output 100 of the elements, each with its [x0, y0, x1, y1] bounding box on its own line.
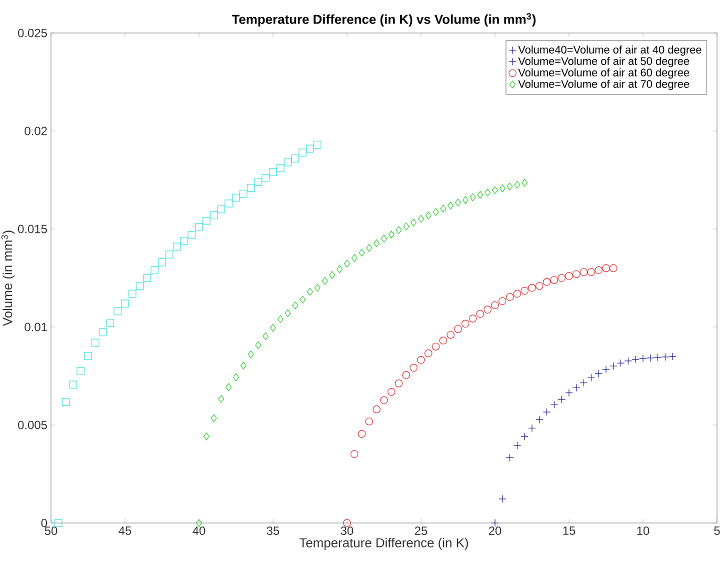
x-tick-label: 15	[563, 526, 576, 535]
point	[602, 365, 610, 374]
point	[381, 234, 387, 242]
point	[432, 208, 439, 216]
point	[166, 250, 174, 258]
point	[610, 362, 618, 370]
point	[520, 286, 528, 295]
legend-label: Volume40=Volume of air at 40 degree	[518, 46, 702, 56]
point	[654, 354, 662, 362]
point	[195, 223, 203, 231]
legend-label: Volume=Volume of air at 60 degree	[518, 68, 690, 79]
point	[506, 454, 514, 462]
point	[602, 264, 610, 272]
point	[587, 268, 596, 276]
legend-label: Volume=Volume of air at 50 degree	[518, 56, 690, 68]
point	[121, 300, 129, 308]
point	[462, 320, 470, 328]
point	[520, 432, 528, 440]
point	[558, 396, 566, 404]
point	[158, 258, 166, 266]
point	[455, 198, 461, 206]
point	[402, 371, 410, 379]
point	[610, 264, 618, 272]
point	[484, 306, 492, 314]
point	[128, 290, 136, 298]
point	[366, 244, 372, 252]
point	[210, 211, 218, 220]
point	[172, 242, 181, 251]
point	[150, 266, 158, 274]
point	[639, 354, 647, 362]
x-tick-label: 30	[340, 526, 354, 535]
point	[542, 408, 551, 416]
point	[314, 140, 322, 149]
point	[210, 414, 217, 422]
point	[217, 206, 226, 214]
point	[233, 373, 239, 382]
point	[587, 374, 596, 382]
point	[506, 293, 514, 301]
point	[276, 164, 284, 172]
point	[506, 182, 513, 190]
point	[307, 288, 313, 296]
point	[92, 338, 100, 347]
point	[114, 307, 122, 316]
point	[432, 342, 440, 350]
point	[292, 302, 298, 310]
point	[624, 357, 632, 365]
point	[528, 424, 536, 432]
point	[344, 260, 350, 268]
point	[269, 168, 277, 176]
point	[69, 380, 78, 389]
point	[580, 378, 588, 387]
point	[358, 248, 365, 257]
point	[248, 350, 254, 358]
point	[513, 442, 522, 450]
x-tick-label: 20	[488, 526, 502, 535]
point	[439, 336, 448, 344]
point	[594, 266, 602, 274]
point	[240, 190, 248, 198]
y-tick-label: 0.02	[24, 126, 47, 136]
point	[314, 284, 320, 292]
x-tick-label: 40	[192, 526, 206, 535]
point	[632, 355, 640, 364]
point	[202, 217, 210, 226]
point	[565, 388, 573, 397]
point	[246, 184, 255, 192]
point	[284, 309, 291, 318]
point	[424, 349, 432, 358]
point	[454, 325, 462, 333]
point	[388, 388, 396, 396]
point	[270, 324, 276, 332]
x-tick-label: 45	[118, 526, 132, 535]
point	[358, 430, 366, 438]
point	[536, 282, 544, 290]
point	[254, 178, 262, 186]
point	[336, 265, 343, 274]
x-tick-label: 35	[266, 526, 280, 535]
point	[224, 200, 232, 208]
point	[54, 519, 62, 527]
point	[661, 353, 670, 361]
point	[514, 180, 520, 189]
point	[484, 188, 491, 196]
point	[646, 354, 654, 362]
point	[240, 362, 246, 370]
point	[232, 194, 240, 202]
point	[550, 276, 558, 284]
point	[528, 284, 536, 292]
x-tick-label: 10	[637, 526, 650, 535]
point	[188, 230, 196, 239]
point	[380, 396, 388, 404]
point	[262, 332, 269, 340]
point	[417, 356, 425, 364]
point	[440, 204, 446, 212]
x-axis-title: Temperature Difference (in K)	[299, 538, 468, 550]
point	[226, 383, 232, 392]
point	[136, 282, 144, 290]
point	[277, 315, 284, 324]
point	[499, 184, 506, 192]
point	[425, 212, 432, 220]
point	[418, 214, 424, 223]
point	[218, 395, 224, 403]
